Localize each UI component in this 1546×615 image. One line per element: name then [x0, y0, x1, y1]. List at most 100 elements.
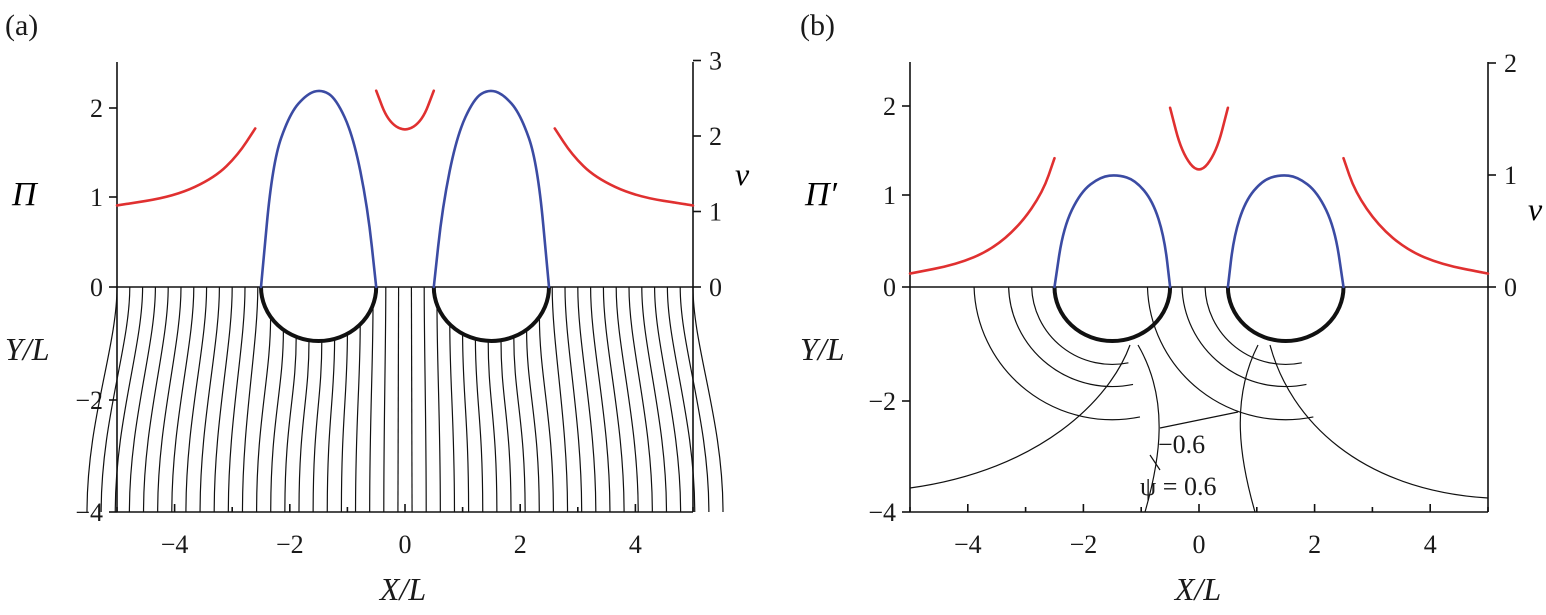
panel-a-xtick-label: 4: [629, 530, 642, 559]
panel-b-pi-label: Π′: [804, 176, 838, 213]
streamline: [487, 340, 498, 513]
streamline: [692, 286, 724, 513]
panel-a: (a) Π Y/L v X/L: [5, 9, 750, 607]
panel-b-body-1: [1052, 286, 1173, 343]
panel-b-ylabel: Y/L: [800, 331, 844, 367]
streamline: [538, 316, 554, 513]
panel-a-ytick-label: −2: [75, 386, 103, 415]
panel-a-v-label: v: [735, 156, 750, 192]
annotation-minus-0-6: −0.6: [1158, 430, 1205, 459]
streamline: [513, 336, 526, 513]
annotation-psi-0-6: ψ = 0.6: [1140, 472, 1216, 501]
streamline: [213, 286, 233, 513]
panel-a-ytick-label: 0: [90, 273, 103, 302]
contour-line: [1031, 286, 1129, 366]
panel-b-rtick-label: 2: [1504, 49, 1517, 78]
panel-a-rtick-label: 2: [709, 122, 722, 151]
contour-line: [1239, 344, 1259, 513]
streamline: [397, 286, 400, 513]
streamline: [241, 286, 259, 513]
streamline: [577, 286, 597, 513]
panel-b-v-curve-3: [908, 156, 1056, 275]
panel-b-v-label: v: [1528, 191, 1543, 227]
streamline: [100, 286, 131, 513]
streamline: [526, 329, 540, 513]
streamline: [615, 286, 639, 513]
annotation-leader-a: [1159, 411, 1239, 429]
panel-b-xtick-label: 0: [1193, 530, 1206, 559]
panel-b-xtick-label: 4: [1424, 530, 1437, 559]
panel-a-v-curve-3: [115, 127, 257, 207]
panel-b-rtick-label: 0: [1504, 273, 1517, 302]
streamline: [564, 286, 583, 513]
streamline: [114, 286, 144, 513]
panel-b-ytick-label: 1: [883, 181, 896, 210]
streamline: [157, 286, 182, 513]
streamline: [590, 286, 611, 513]
streamline: [410, 286, 413, 513]
panel-a-ytick-label: −4: [75, 498, 103, 527]
streamline: [500, 340, 512, 513]
contour-line: [1181, 286, 1307, 388]
streamline: [171, 286, 195, 513]
panel-a-xtick-label: 2: [514, 530, 527, 559]
panel-a-label: (a): [5, 9, 38, 42]
streamline: [340, 333, 348, 513]
contour-line: [909, 344, 1131, 489]
panel-a-rtick-label: 0: [709, 273, 722, 302]
streamline: [185, 286, 208, 513]
panel-a-pi-label: Π: [11, 176, 39, 213]
panel-b-rtick-label: 1: [1504, 161, 1517, 190]
panel-b-pi-curve-2: [1226, 174, 1345, 289]
streamline: [256, 316, 272, 513]
panel-b-v-curve-5: [1342, 156, 1490, 275]
streamline: [462, 333, 470, 513]
streamline: [628, 286, 653, 513]
panel-b-ytick-label: 0: [883, 273, 896, 302]
streamline: [326, 338, 336, 513]
contour-line: [1008, 286, 1134, 388]
panel-b-label: (b): [800, 9, 835, 42]
streamline: [551, 286, 569, 513]
streamline: [142, 286, 169, 513]
panel-b: (b) Π′ Y/L v X/L −0.6 ψ = 0.6: [800, 9, 1543, 607]
panel-b-pi-curve-1: [1053, 174, 1172, 289]
panel-a-ytick-label: 2: [90, 94, 103, 123]
streamline: [654, 286, 682, 513]
panel-b-xtick-label: −2: [1070, 530, 1098, 559]
streamline: [383, 286, 387, 513]
panel-a-v-curve-4: [374, 89, 436, 131]
streamline: [284, 336, 297, 513]
panel-a-xtick-label: 0: [399, 530, 412, 559]
panel-a-xlabel: X/L: [378, 571, 426, 607]
panel-a-rtick-label: 3: [709, 47, 722, 76]
streamline: [423, 286, 427, 513]
panel-a-pi-curve-2: [432, 89, 551, 289]
contour-line: [973, 286, 1141, 421]
contour-line: [1146, 286, 1314, 421]
contour-line: [1204, 286, 1302, 366]
panel-b-ytick-label: −4: [868, 498, 896, 527]
contour-line: [1269, 344, 1489, 499]
streamline: [369, 304, 374, 513]
contour-line: [1137, 344, 1160, 513]
panel-b-ytick-label: −2: [868, 387, 896, 416]
streamline: [128, 286, 156, 513]
panel-b-body-2: [1225, 286, 1346, 343]
streamline: [227, 286, 246, 513]
panel-a-ylabel: Y/L: [5, 331, 49, 367]
streamline: [641, 286, 668, 513]
panel-a-v-curve-5: [553, 127, 695, 207]
panel-a-body-1: [259, 286, 379, 343]
streamline: [449, 324, 456, 513]
streamline: [312, 340, 323, 513]
panel-a-pi-curve-1: [259, 89, 378, 289]
streamline: [602, 286, 625, 513]
panel-b-xlabel: X/L: [1173, 571, 1221, 607]
streamline: [86, 286, 118, 513]
panel-b-xtick-label: 2: [1308, 530, 1321, 559]
panel-a-ytick-label: 1: [90, 183, 103, 212]
annotation-leader-b: [1149, 454, 1161, 471]
panel-a-xtick-label: −4: [161, 530, 189, 559]
